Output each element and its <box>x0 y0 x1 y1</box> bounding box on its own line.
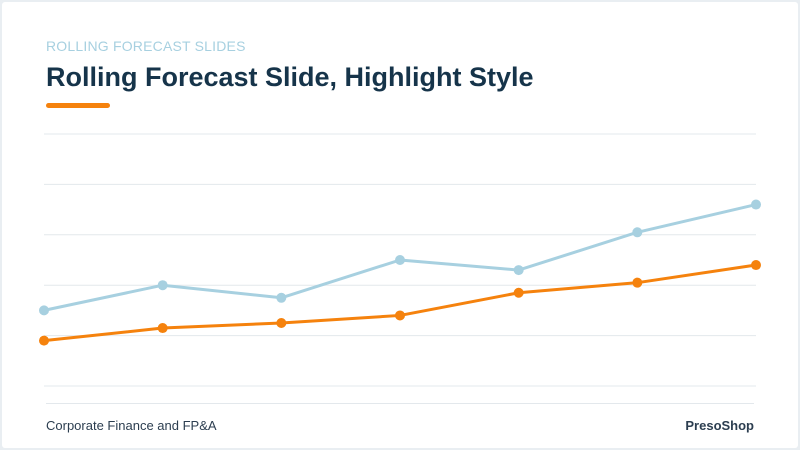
series-1-point-5 <box>632 277 643 288</box>
slide-title: Rolling Forecast Slide, Highlight Style <box>46 62 534 92</box>
series-1-point-3 <box>395 310 405 321</box>
title-accent-bar <box>46 103 110 108</box>
series-0-point-5 <box>632 227 643 238</box>
footer-brand: PresoShop <box>685 418 754 433</box>
chart-series <box>39 199 761 346</box>
series-1-point-4 <box>513 287 524 298</box>
series-0-point-3 <box>395 255 405 265</box>
series-0-point-6 <box>751 199 761 210</box>
series-1-point-0 <box>39 335 49 346</box>
series-0-point-1 <box>157 280 168 291</box>
series-0-point-0 <box>39 305 49 316</box>
footer-category: Corporate Finance and FP&A <box>46 418 217 433</box>
series-0-point-2 <box>276 292 287 303</box>
slide-kicker: Rolling Forecast Slides <box>46 38 246 54</box>
series-1-point-6 <box>751 260 761 271</box>
series-1-point-1 <box>157 323 168 334</box>
series-0-point-4 <box>513 265 524 276</box>
series-1-line <box>42 263 758 343</box>
series-1-point-2 <box>276 318 287 328</box>
footer-divider <box>46 403 754 404</box>
